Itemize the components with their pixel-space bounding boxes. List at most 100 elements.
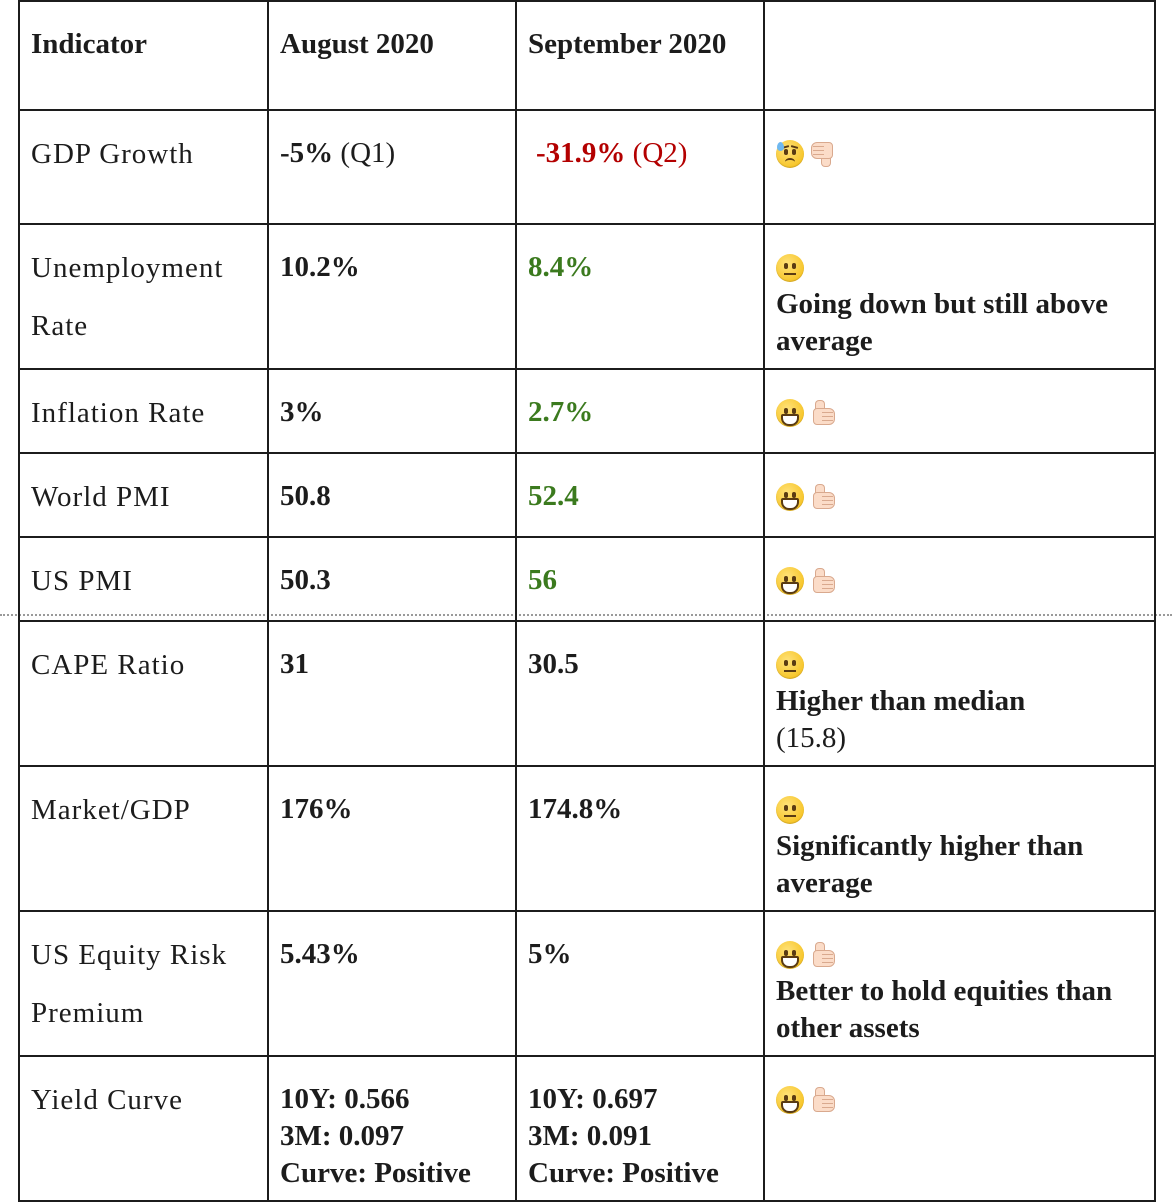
august-value: 50.8 [280,478,505,515]
september-number: 2.7% [528,396,594,428]
thumbs-up-icon [810,567,836,595]
rating-icons [776,478,1144,515]
august-period: (Q1) [340,137,396,169]
september-number: 5% [528,938,572,970]
thumbs-up-icon [810,1086,836,1114]
header-indicator: Indicator [18,0,269,111]
august-number: 5.43% [280,938,360,970]
august-value: -5% (Q1) [280,135,505,172]
august-line: Curve: Positive [280,1157,471,1189]
table-row: Market/GDP 176% 174.8% Significantly higher… [18,765,1156,912]
september-number: 56 [528,564,557,596]
rating-cell: Better to hold equities than other asset… [763,910,1156,1057]
september-value: 2.7% [528,394,753,431]
rating-note: Going down but still above average [776,286,1144,360]
neutral-face-icon [776,253,804,282]
september-value: 5% [528,936,753,973]
indicator-name: Inflation Rate [31,397,206,429]
table-row: GDP Growth -5% (Q1) -31.9% (Q2) [18,109,1156,225]
table-row: Inflation Rate 3% 2.7% [18,368,1156,454]
september-cell: 10Y: 0.697 3M: 0.091 Curve: Positive [515,1055,765,1202]
indicator-cell: CAPE Ratio [18,620,269,767]
rating-note: Higher than median (15.8) [776,683,1144,757]
rating-note-text: Significantly higher than average [776,830,1084,899]
table-row: CAPE Ratio 31 30.5 Higher than median (15.8) [18,620,1156,767]
august-cell: 50.3 [267,536,517,622]
august-cell: 5.43% [267,910,517,1057]
neutral-face-icon [776,795,804,824]
september-period: (Q2) [632,137,688,169]
thumbs-up-icon [810,483,836,511]
indicator-name: Market/GDP [31,794,191,826]
indicator-name: Yield Curve [31,1084,183,1116]
grinning-face-icon [776,566,804,595]
september-number: 174.8% [528,793,623,825]
downcast-sweat-face-icon [776,139,804,168]
september-cell: 174.8% [515,765,765,912]
rating-icons [776,936,1144,973]
september-value: -31.9% (Q2) [528,135,753,172]
indicator-cell: Inflation Rate [18,368,269,454]
grinning-face-icon [776,1085,804,1114]
august-number: -5% [280,137,334,169]
august-cell: 10Y: 0.566 3M: 0.097 Curve: Positive [267,1055,517,1202]
august-value: 31 [280,646,505,683]
rating-note-median: (15.8) [776,722,847,754]
september-line: 10Y: 0.697 [528,1083,658,1115]
august-value: 50.3 [280,562,505,599]
thumbs-down-icon [810,140,836,168]
rating-cell [763,536,1156,622]
grinning-face-icon [776,398,804,427]
table-row: Unemployment Rate 10.2% 8.4% Going down but… [18,223,1156,370]
rating-note-text: Going down but still above average [776,288,1108,357]
table-row: World PMI 50.8 52.4 [18,452,1156,538]
september-cell: 52.4 [515,452,765,538]
table-header-row: Indicator August 2020 September 2020 [18,0,1156,111]
rating-icons [776,394,1144,431]
august-number: 176% [280,793,353,825]
september-value: 56 [528,562,753,599]
indicator-cell: Market/GDP [18,765,269,912]
rating-cell [763,109,1156,225]
september-number: 8.4% [528,251,594,283]
indicator-name: World PMI [31,481,171,513]
grinning-face-icon [776,940,804,969]
august-value: 3% [280,394,505,431]
rating-cell [763,452,1156,538]
grinning-face-icon [776,482,804,511]
indicator-cell: World PMI [18,452,269,538]
september-value: 30.5 [528,646,753,683]
rating-note: Better to hold equities than other asset… [776,973,1144,1047]
rating-icons [776,1081,1144,1118]
thumbs-up-icon [810,399,836,427]
rating-cell [763,1055,1156,1202]
header-rating [763,0,1156,111]
thumbs-up-icon [810,941,836,969]
august-cell: -5% (Q1) [267,109,517,225]
header-august-2020: August 2020 [267,0,517,111]
indicator-cell: GDP Growth [18,109,269,225]
september-cell: 2.7% [515,368,765,454]
august-number: 31 [280,648,309,680]
rating-icons [776,249,1144,286]
august-number: 3% [280,396,324,428]
september-cell: -31.9% (Q2) [515,109,765,225]
rating-cell [763,368,1156,454]
august-line: 10Y: 0.566 [280,1083,410,1115]
rating-icons [776,646,1144,683]
september-number: 52.4 [528,480,579,512]
august-cell: 10.2% [267,223,517,370]
august-cell: 31 [267,620,517,767]
rating-cell: Going down but still above average [763,223,1156,370]
indicator-name: GDP Growth [31,138,194,170]
rating-note-text: Better to hold equities than other asset… [776,975,1113,1044]
header-september-2020: September 2020 [515,0,765,111]
table-row: Yield Curve 10Y: 0.566 3M: 0.097 Curve: Pos… [18,1055,1156,1202]
rating-cell: Significantly higher than average [763,765,1156,912]
rating-icons [776,791,1144,828]
september-number: 30.5 [528,648,579,680]
rating-icons [776,562,1144,599]
neutral-face-icon [776,650,804,679]
september-cell: 5% [515,910,765,1057]
indicator-name: CAPE Ratio [31,649,186,681]
